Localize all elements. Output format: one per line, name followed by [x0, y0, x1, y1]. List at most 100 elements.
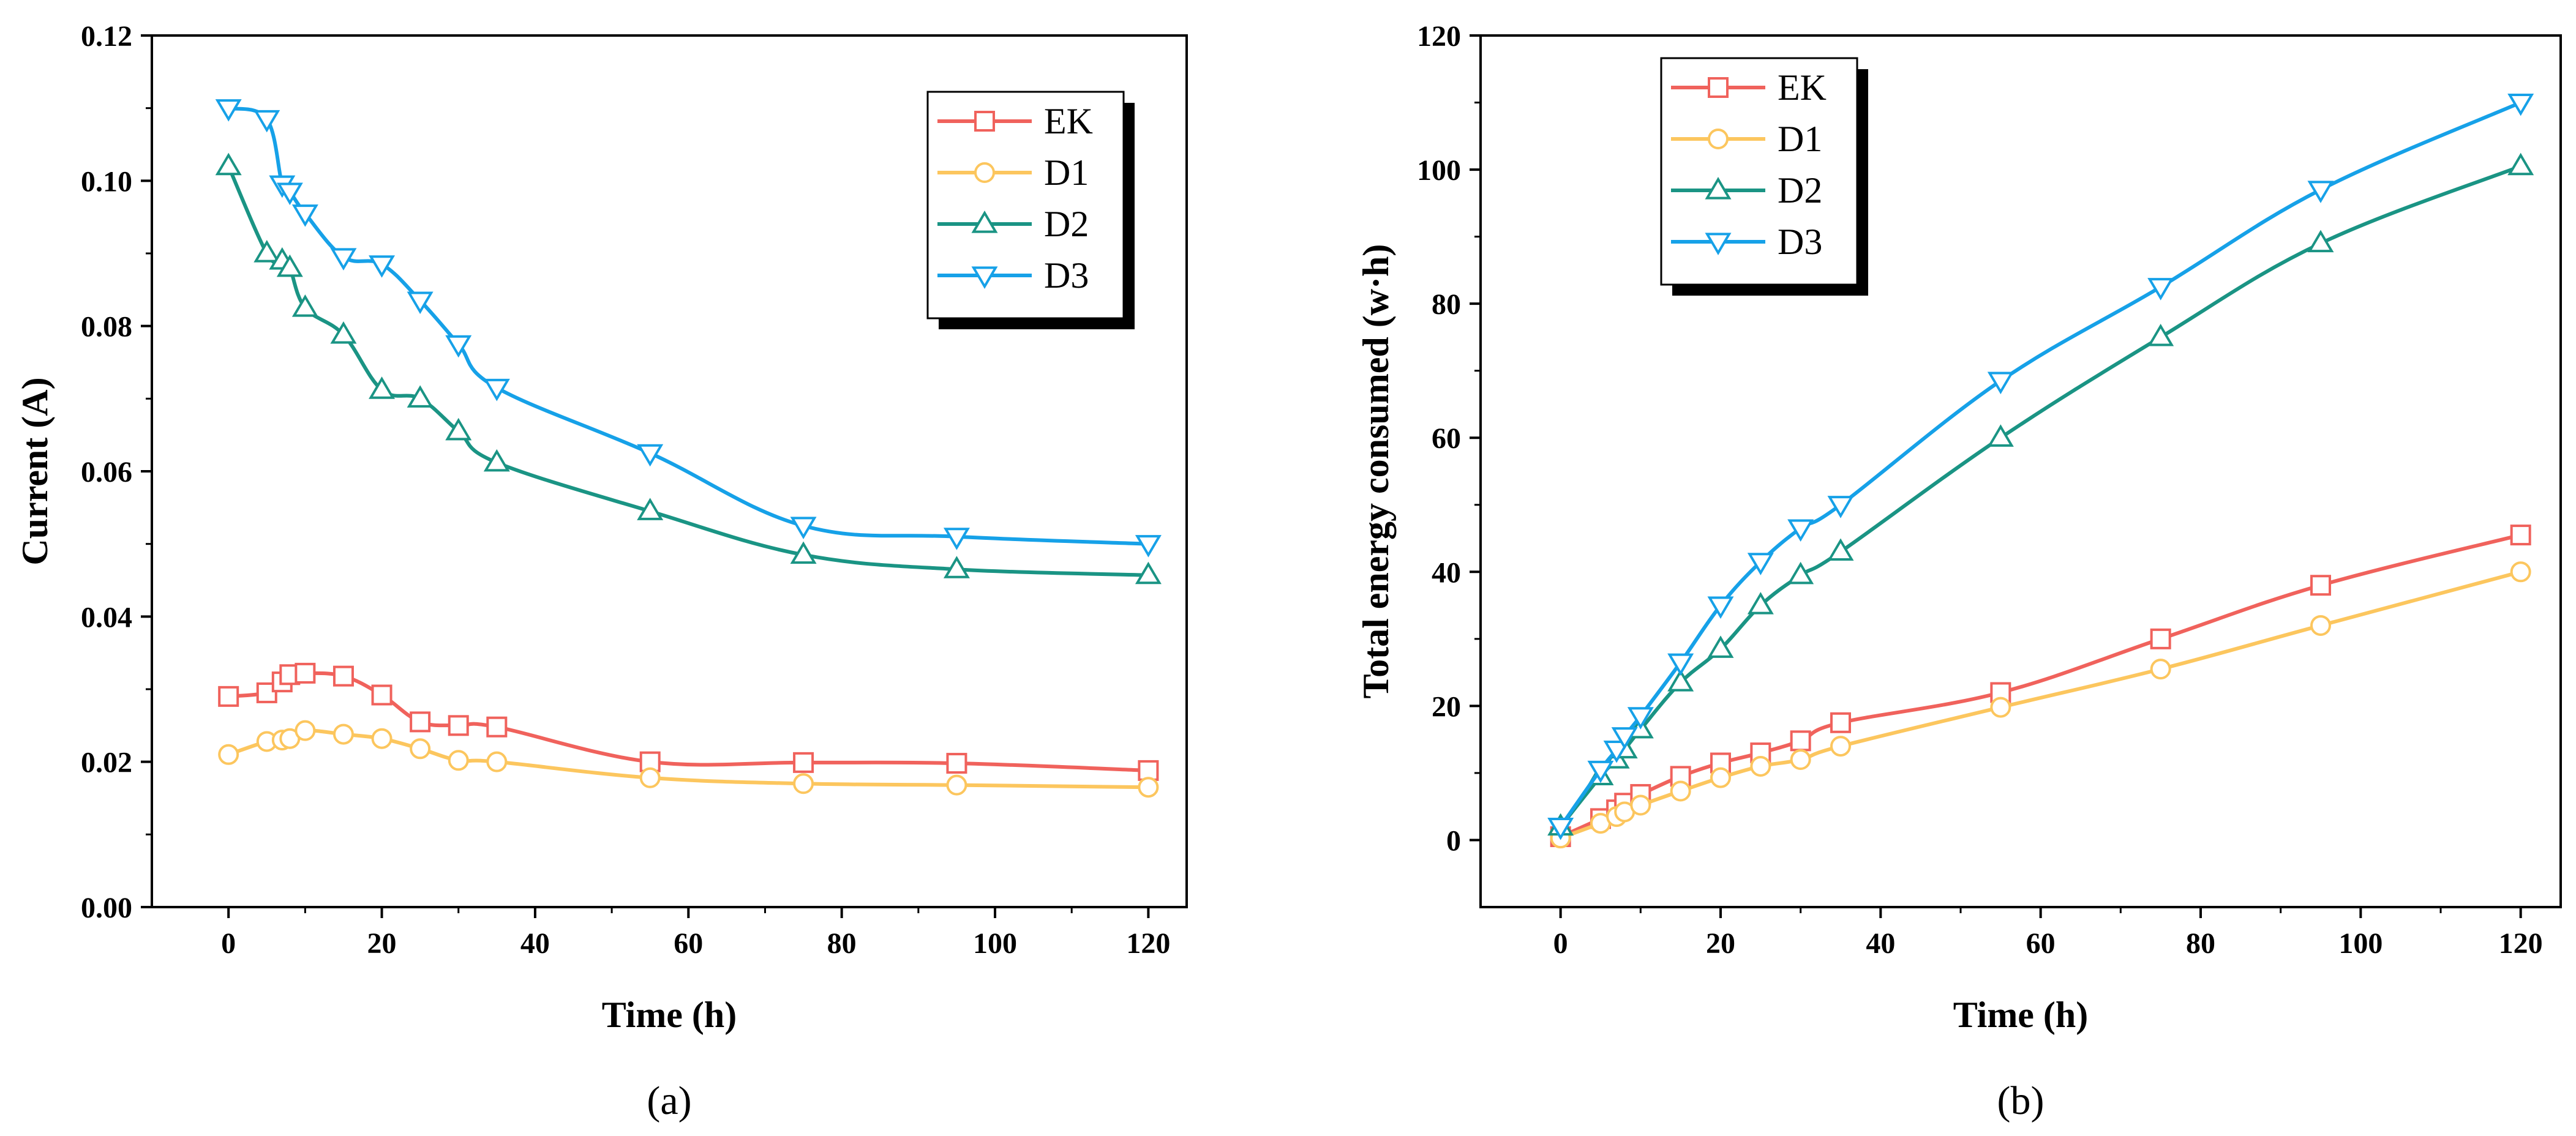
- data-point: [295, 720, 316, 741]
- legend-marker: [971, 211, 998, 233]
- data-point: [215, 152, 242, 176]
- data-point: [291, 294, 318, 317]
- y-tick-label: 60: [1432, 422, 1461, 455]
- data-point: [330, 248, 357, 271]
- data-point: [2507, 152, 2534, 176]
- data-point: [1135, 561, 1162, 585]
- data-point: [215, 99, 242, 122]
- y-tick-label: 20: [1432, 690, 1461, 723]
- x-tick-label: 120: [2499, 927, 2543, 960]
- series-ek: [1550, 525, 2531, 847]
- x-axis-title: Time (h): [602, 995, 737, 1035]
- data-point: [445, 417, 472, 441]
- data-point: [483, 449, 510, 472]
- data-point: [410, 711, 431, 733]
- data-point: [943, 556, 970, 578]
- data-point: [1750, 755, 1771, 777]
- legend-marker: [974, 162, 995, 183]
- y-axis-title: Current (A): [15, 377, 55, 565]
- data-point: [1790, 730, 1811, 752]
- data-point: [2150, 628, 2171, 649]
- data-point: [253, 110, 280, 133]
- data-point: [1630, 794, 1651, 816]
- y-axis-title: Total energy consumed (w·h): [1356, 244, 1396, 699]
- data-point: [218, 686, 239, 707]
- data-point: [291, 204, 318, 227]
- legend-marker: [1705, 177, 1732, 200]
- x-tick-label: 20: [367, 927, 397, 960]
- data-point: [1787, 519, 1814, 542]
- data-point: [2507, 93, 2534, 116]
- data-point: [407, 385, 434, 408]
- data-point: [637, 444, 664, 467]
- data-point: [486, 751, 508, 772]
- data-point: [1990, 697, 2011, 718]
- data-point: [1830, 712, 1851, 733]
- panel-label: (a): [647, 1078, 691, 1123]
- legend-marker: [1705, 233, 1732, 255]
- y-tick-label: 0.02: [81, 747, 132, 779]
- legend-marker: [1708, 129, 1729, 149]
- data-point: [332, 723, 354, 745]
- data-point: [1790, 749, 1811, 771]
- data-point: [486, 716, 508, 738]
- data-point: [1138, 760, 1159, 781]
- legend-marker: [971, 266, 998, 289]
- x-tick-label: 20: [1706, 927, 1735, 960]
- data-point: [793, 752, 814, 773]
- data-point: [943, 528, 970, 550]
- data-point: [2510, 525, 2531, 546]
- x-tick-label: 60: [674, 927, 703, 960]
- legend-label: EK: [1044, 101, 1093, 141]
- data-point: [448, 750, 469, 771]
- data-point: [369, 255, 396, 278]
- panel-label: (b): [1997, 1078, 2045, 1123]
- series-ek: [218, 662, 1159, 781]
- legend-label: D3: [1044, 255, 1089, 296]
- x-tick-label: 0: [1553, 927, 1568, 960]
- data-point: [295, 662, 316, 684]
- x-tick-label: 80: [827, 927, 857, 960]
- data-point: [790, 517, 817, 539]
- data-point: [1627, 707, 1654, 730]
- data-point: [946, 774, 967, 796]
- y-tick-label: 0.10: [81, 165, 132, 198]
- data-point: [1138, 777, 1159, 798]
- data-point: [1830, 736, 1851, 757]
- y-tick-label: 40: [1432, 556, 1461, 589]
- data-point: [410, 738, 431, 760]
- data-point: [793, 773, 814, 794]
- data-point: [2310, 615, 2331, 636]
- data-point: [448, 715, 469, 736]
- data-point: [639, 767, 661, 788]
- data-point: [1707, 596, 1734, 619]
- series-line: [1560, 570, 2522, 840]
- x-tick-label: 0: [221, 927, 236, 960]
- data-point: [946, 753, 967, 774]
- series-d1: [1550, 561, 2531, 849]
- legend-label: D1: [1778, 119, 1822, 159]
- x-tick-label: 120: [1126, 927, 1170, 960]
- data-point: [332, 665, 354, 687]
- data-point: [2310, 575, 2331, 596]
- series-line: [228, 728, 1149, 790]
- series-line: [228, 671, 1149, 772]
- y-tick-label: 0.04: [81, 601, 132, 633]
- data-point: [1987, 424, 2014, 447]
- data-point: [407, 291, 434, 315]
- series-d1: [218, 720, 1159, 798]
- y-tick-label: 0.00: [81, 892, 132, 924]
- y-tick-label: 0.08: [81, 311, 132, 343]
- y-tick-label: 0.06: [81, 456, 132, 488]
- legend-label: D2: [1778, 170, 1822, 211]
- data-point: [2147, 323, 2174, 346]
- chart-a: 0 20 40 60 80 100 120 0.00 0.02 0.04 0.06 0.08 0.10 0…: [15, 20, 1188, 1123]
- data-point: [1827, 496, 1854, 518]
- data-point: [637, 498, 664, 520]
- y-tick-label: 0.12: [81, 20, 132, 53]
- legend-label: D1: [1044, 152, 1089, 193]
- data-point: [369, 376, 396, 399]
- x-tick-label: 100: [2338, 927, 2383, 960]
